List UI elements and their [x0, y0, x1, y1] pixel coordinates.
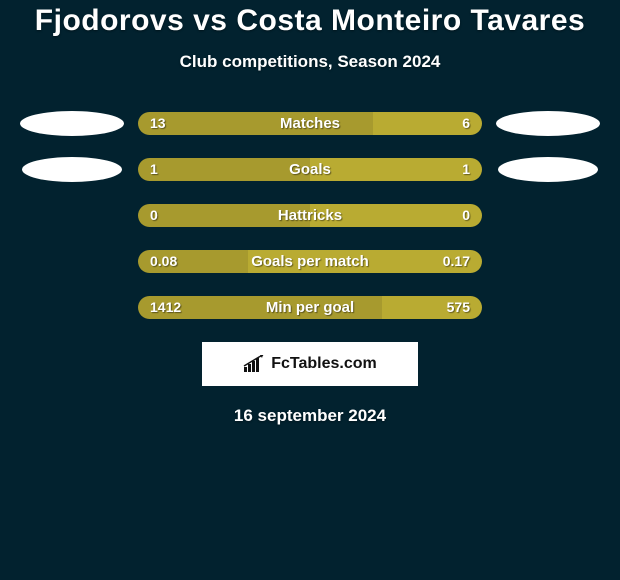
badge-slot-right	[488, 157, 608, 182]
badge-slot-left	[12, 203, 132, 228]
value-right: 6	[462, 112, 470, 135]
stat-row: 136Matches	[0, 112, 620, 135]
badge-slot-right	[488, 203, 608, 228]
player-badge-left	[22, 157, 122, 182]
stat-row: 00Hattricks	[0, 204, 620, 227]
bar-right	[310, 204, 482, 227]
badge-slot-left	[12, 157, 132, 182]
player-badge-right	[496, 111, 600, 136]
stat-bar: 11Goals	[138, 158, 482, 181]
badge-slot-left	[12, 111, 132, 136]
badge-slot-right	[488, 295, 608, 320]
stat-bar: 0.080.17Goals per match	[138, 250, 482, 273]
bar-right	[310, 158, 482, 181]
stat-bar: 136Matches	[138, 112, 482, 135]
stat-bar: 00Hattricks	[138, 204, 482, 227]
page-title: Fjodorovs vs Costa Monteiro Tavares	[0, 4, 620, 38]
brand-box[interactable]: FcTables.com	[202, 342, 418, 386]
value-left: 0	[150, 204, 158, 227]
value-right: 1	[462, 158, 470, 181]
bar-left	[138, 204, 310, 227]
stats-rows: 136Matches11Goals00Hattricks0.080.17Goal…	[0, 112, 620, 319]
value-right: 0	[462, 204, 470, 227]
player-badge-left	[20, 111, 124, 136]
value-right: 0.17	[443, 250, 470, 273]
value-right: 575	[447, 296, 470, 319]
value-left: 0.08	[150, 250, 177, 273]
stat-row: 0.080.17Goals per match	[0, 250, 620, 273]
badge-slot-left	[12, 295, 132, 320]
badge-slot-right	[488, 249, 608, 274]
date-label: 16 september 2024	[0, 406, 620, 426]
subtitle: Club competitions, Season 2024	[0, 52, 620, 72]
brand-text: FcTables.com	[271, 355, 377, 373]
value-left: 1412	[150, 296, 181, 319]
badge-slot-right	[488, 111, 608, 136]
bar-left	[138, 112, 373, 135]
badge-slot-left	[12, 249, 132, 274]
bar-chart-icon	[243, 355, 265, 373]
stat-row: 11Goals	[0, 158, 620, 181]
stat-row: 1412575Min per goal	[0, 296, 620, 319]
player-badge-right	[498, 157, 598, 182]
bar-left	[138, 158, 310, 181]
comparison-widget: Fjodorovs vs Costa Monteiro Tavares Club…	[0, 0, 620, 426]
value-left: 1	[150, 158, 158, 181]
value-left: 13	[150, 112, 166, 135]
stat-bar: 1412575Min per goal	[138, 296, 482, 319]
